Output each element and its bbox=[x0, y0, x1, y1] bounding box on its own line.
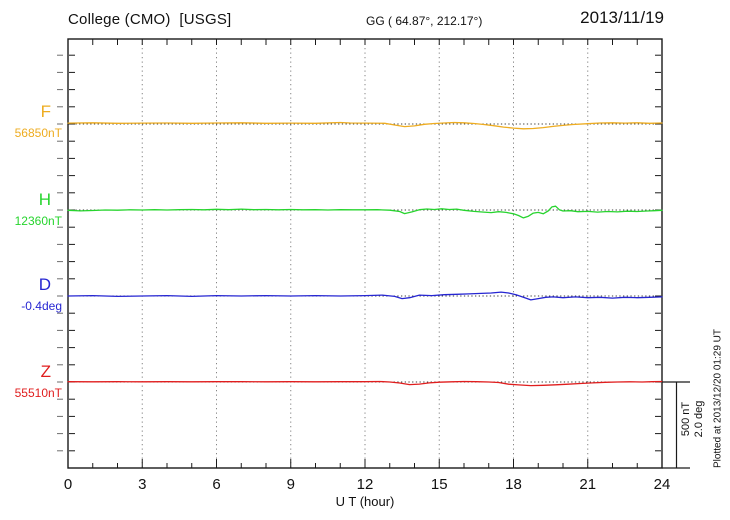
channel-label-D: D -0.4deg bbox=[6, 275, 62, 313]
trace-Z bbox=[67, 380, 663, 387]
plot-date: 2013/11/19 bbox=[580, 8, 664, 27]
x-tick-label: 21 bbox=[579, 476, 597, 493]
channel-baseline-D: -0.4deg bbox=[21, 299, 62, 313]
channel-label-H: H 12360nT bbox=[6, 190, 62, 228]
x-tick-label: 24 bbox=[653, 476, 671, 493]
channel-baseline-H: 12360nT bbox=[14, 214, 62, 228]
x-axis-title: U T (hour) bbox=[335, 494, 395, 509]
x-tick-label: 3 bbox=[138, 476, 147, 493]
channel-letter-D: D bbox=[38, 275, 51, 294]
channel-letter-H: H bbox=[38, 190, 51, 209]
trace-H bbox=[67, 205, 663, 219]
channel-baseline-F: 56850nT bbox=[14, 126, 62, 140]
x-tick-label: 6 bbox=[212, 476, 221, 493]
scale-bar-label: 500 nT 2.0 deg bbox=[680, 359, 708, 479]
x-tick-label: 15 bbox=[430, 476, 448, 493]
scale-label-deg: 2.0 deg bbox=[693, 400, 705, 438]
scale-label-nt: 500 nT bbox=[680, 401, 692, 437]
x-tick-label: 12 bbox=[356, 476, 374, 493]
channel-letter-Z: Z bbox=[40, 362, 51, 381]
x-tick-label: 0 bbox=[63, 476, 73, 493]
x-tick-label: 9 bbox=[286, 476, 295, 493]
channel-letter-F: F bbox=[40, 102, 51, 121]
plotted-at-timestamp: Plotted at 2013/12/20 01:29 UT bbox=[712, 329, 724, 468]
station-title: College (CMO) [USGS] bbox=[68, 11, 232, 28]
geo-coordinates: GG ( 64.87°, 212.17°) bbox=[366, 14, 483, 28]
x-tick-label: 18 bbox=[505, 476, 522, 493]
trace-F bbox=[67, 121, 663, 130]
channel-label-F: F 56850nT bbox=[6, 102, 62, 140]
trace-D bbox=[67, 291, 663, 301]
channel-label-Z: Z 55510nT bbox=[6, 362, 62, 400]
channel-baseline-Z: 55510nT bbox=[14, 386, 62, 400]
